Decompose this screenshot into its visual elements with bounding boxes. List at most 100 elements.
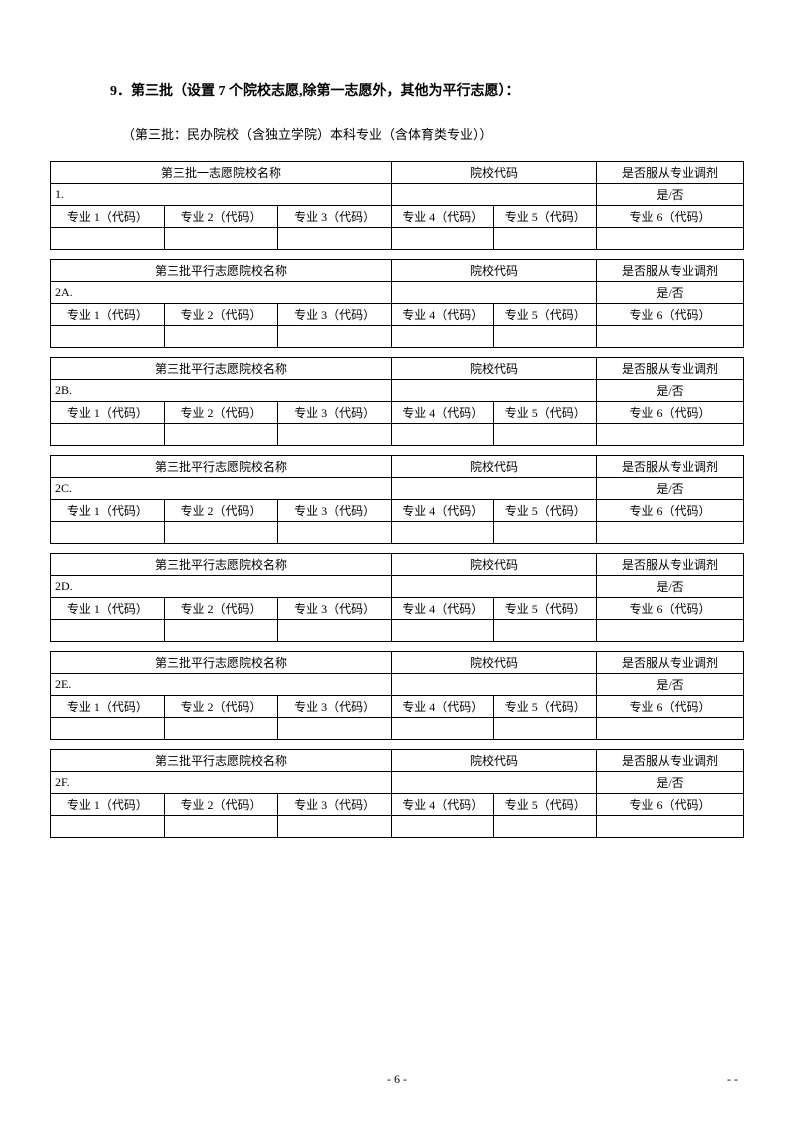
major-cell bbox=[391, 326, 494, 348]
major-cell bbox=[51, 816, 165, 838]
major-cell bbox=[278, 718, 392, 740]
major-cell bbox=[278, 228, 392, 250]
yes-no-cell: 是/否 bbox=[597, 478, 744, 500]
major-header: 专业 3（代码） bbox=[278, 598, 392, 620]
yes-no-cell: 是/否 bbox=[597, 282, 744, 304]
major-cell bbox=[51, 522, 165, 544]
major-cell bbox=[391, 522, 494, 544]
major-cell bbox=[597, 718, 744, 740]
adjust-header: 是否服从专业调剂 bbox=[597, 652, 744, 674]
row-label: 2B. bbox=[51, 380, 392, 402]
major-header: 专业 2（代码） bbox=[164, 598, 278, 620]
major-header: 专业 4（代码） bbox=[391, 794, 494, 816]
school-code-cell bbox=[391, 282, 596, 304]
yes-no-cell: 是/否 bbox=[597, 184, 744, 206]
major-header: 专业 4（代码） bbox=[391, 402, 494, 424]
school-code-header: 院校代码 bbox=[391, 652, 596, 674]
school-code-header: 院校代码 bbox=[391, 750, 596, 772]
major-header: 专业 5（代码） bbox=[494, 794, 597, 816]
school-code-cell bbox=[391, 184, 596, 206]
school-code-cell bbox=[391, 576, 596, 598]
major-cell bbox=[391, 620, 494, 642]
major-cell bbox=[164, 718, 278, 740]
major-cell bbox=[494, 620, 597, 642]
major-header: 专业 1（代码） bbox=[51, 500, 165, 522]
row-label: 1. bbox=[51, 184, 392, 206]
major-cell bbox=[51, 228, 165, 250]
major-cell bbox=[597, 424, 744, 446]
major-header: 专业 3（代码） bbox=[278, 794, 392, 816]
major-cell bbox=[494, 424, 597, 446]
major-cell bbox=[597, 620, 744, 642]
major-header: 专业 5（代码） bbox=[494, 598, 597, 620]
school-code-cell bbox=[391, 380, 596, 402]
major-cell bbox=[278, 522, 392, 544]
row-label: 2F. bbox=[51, 772, 392, 794]
school-code-cell bbox=[391, 674, 596, 696]
major-cell bbox=[51, 326, 165, 348]
major-header: 专业 1（代码） bbox=[51, 696, 165, 718]
school-code-header: 院校代码 bbox=[391, 260, 596, 282]
section-subtitle: （第三批：民办院校（含独立学院）本科专业（含体育类专业）） bbox=[122, 124, 744, 143]
major-header: 专业 6（代码） bbox=[597, 304, 744, 326]
major-header: 专业 6（代码） bbox=[597, 402, 744, 424]
major-cell bbox=[164, 522, 278, 544]
major-cell bbox=[164, 620, 278, 642]
major-header: 专业 1（代码） bbox=[51, 402, 165, 424]
major-header: 专业 3（代码） bbox=[278, 206, 392, 228]
major-cell bbox=[164, 228, 278, 250]
major-cell bbox=[597, 228, 744, 250]
major-cell bbox=[164, 326, 278, 348]
major-header: 专业 5（代码） bbox=[494, 206, 597, 228]
major-header: 专业 6（代码） bbox=[597, 500, 744, 522]
yes-no-cell: 是/否 bbox=[597, 674, 744, 696]
major-cell bbox=[597, 522, 744, 544]
major-cell bbox=[51, 718, 165, 740]
major-header: 专业 5（代码） bbox=[494, 402, 597, 424]
major-header: 专业 4（代码） bbox=[391, 500, 494, 522]
major-header: 专业 6（代码） bbox=[597, 598, 744, 620]
major-header: 专业 4（代码） bbox=[391, 206, 494, 228]
adjust-header: 是否服从专业调剂 bbox=[597, 456, 744, 478]
adjust-header: 是否服从专业调剂 bbox=[597, 162, 744, 184]
school-name-header: 第三批平行志愿院校名称 bbox=[51, 358, 392, 380]
school-name-header: 第三批平行志愿院校名称 bbox=[51, 554, 392, 576]
major-header: 专业 2（代码） bbox=[164, 402, 278, 424]
major-cell bbox=[494, 816, 597, 838]
major-cell bbox=[494, 228, 597, 250]
school-name-header: 第三批平行志愿院校名称 bbox=[51, 456, 392, 478]
major-cell bbox=[278, 326, 392, 348]
school-code-header: 院校代码 bbox=[391, 358, 596, 380]
row-label: 2A. bbox=[51, 282, 392, 304]
major-cell bbox=[391, 228, 494, 250]
major-cell bbox=[164, 424, 278, 446]
adjust-header: 是否服从专业调剂 bbox=[597, 750, 744, 772]
major-cell bbox=[278, 816, 392, 838]
row-label: 2D. bbox=[51, 576, 392, 598]
major-header: 专业 1（代码） bbox=[51, 794, 165, 816]
yes-no-cell: 是/否 bbox=[597, 380, 744, 402]
major-header: 专业 4（代码） bbox=[391, 598, 494, 620]
school-name-header: 第三批一志愿院校名称 bbox=[51, 162, 392, 184]
corner-mark: - - bbox=[727, 1072, 738, 1087]
school-code-cell bbox=[391, 772, 596, 794]
major-header: 专业 3（代码） bbox=[278, 500, 392, 522]
major-header: 专业 4（代码） bbox=[391, 304, 494, 326]
school-name-header: 第三批平行志愿院校名称 bbox=[51, 750, 392, 772]
school-code-cell bbox=[391, 478, 596, 500]
major-cell bbox=[391, 424, 494, 446]
major-cell bbox=[494, 718, 597, 740]
major-cell bbox=[391, 718, 494, 740]
school-name-header: 第三批平行志愿院校名称 bbox=[51, 652, 392, 674]
adjust-header: 是否服从专业调剂 bbox=[597, 260, 744, 282]
row-label: 2E. bbox=[51, 674, 392, 696]
major-cell bbox=[164, 816, 278, 838]
form-table: 第三批一志愿院校名称院校代码是否服从专业调剂1.是/否专业 1（代码）专业 2（… bbox=[50, 161, 744, 838]
major-header: 专业 5（代码） bbox=[494, 500, 597, 522]
major-cell bbox=[278, 424, 392, 446]
major-header: 专业 4（代码） bbox=[391, 696, 494, 718]
adjust-header: 是否服从专业调剂 bbox=[597, 358, 744, 380]
major-cell bbox=[51, 424, 165, 446]
major-cell bbox=[391, 816, 494, 838]
major-header: 专业 3（代码） bbox=[278, 696, 392, 718]
